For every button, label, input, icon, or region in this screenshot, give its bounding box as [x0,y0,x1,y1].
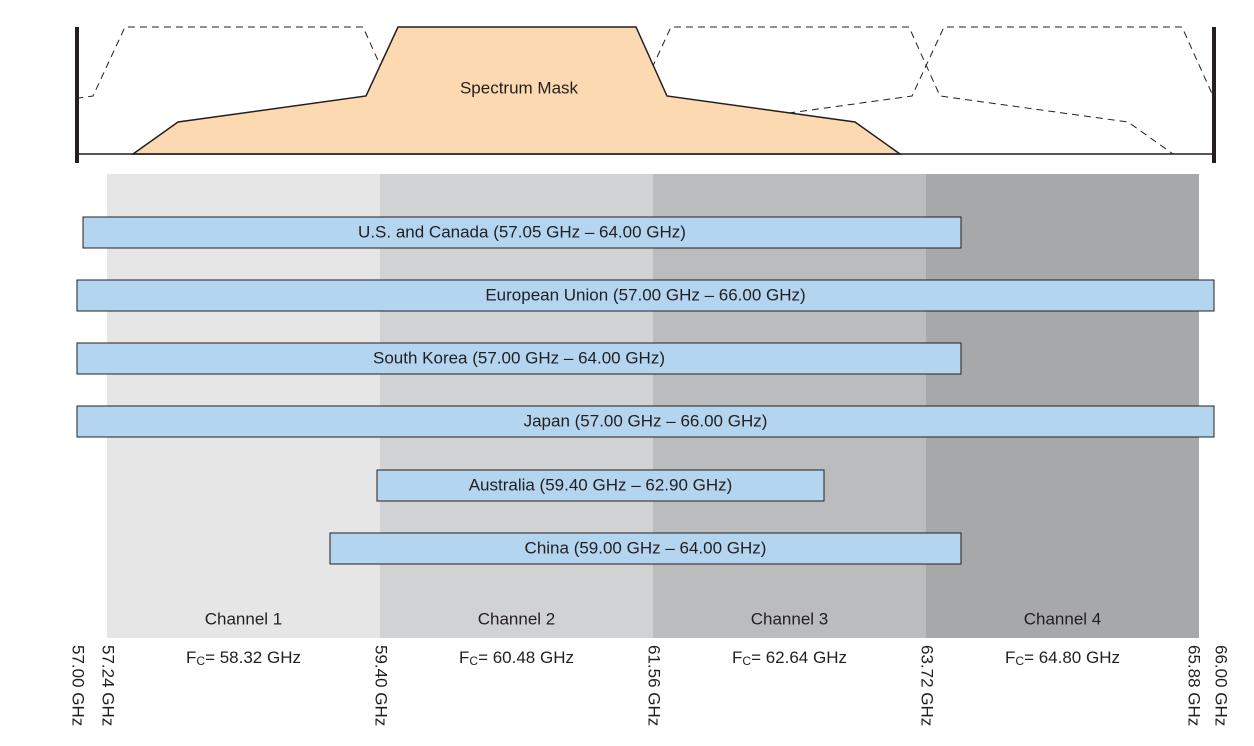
fc-label: FC= 60.48 GHz [459,648,574,668]
channel-name: Channel 1 [205,609,283,628]
fc-symbol: F [732,648,742,667]
frequency-mark: 57.24 GHz [99,645,118,726]
spectrum-mask [130,26,903,155]
region-label: Japan (57.00 GHz – 66.00 GHz) [524,411,768,430]
channel-name: Channel 3 [751,609,829,628]
fc-symbol: F [186,648,196,667]
region-bar [76,279,1215,312]
fc-value: = 60.48 GHz [478,648,574,667]
fc-subscript: C [469,654,478,668]
frequency-mark: 57.00 GHz [69,645,88,726]
region-bar [76,342,962,375]
fc-subscript: C [742,654,751,668]
region-label: China (59.00 GHz – 64.00 GHz) [525,538,767,557]
region-label: U.S. and Canada (57.05 GHz – 64.00 GHz) [358,222,686,241]
mask-label: Spectrum Mask [460,78,579,97]
fc-symbol: F [1005,648,1015,667]
fc-symbol: F [459,648,469,667]
fc-label: FC= 64.80 GHz [1005,648,1120,668]
fc-value: = 62.64 GHz [751,648,847,667]
frequency-mark: 66.00 GHz [1212,645,1231,726]
frequency-mark: 61.56 GHz [645,645,664,726]
region-bar [329,532,962,565]
frequency-mark: 63.72 GHz [918,645,937,726]
fc-label: FC= 62.64 GHz [732,648,847,668]
region-bar [376,469,825,502]
region-label: Australia (59.40 GHz – 62.90 GHz) [469,475,733,494]
fc-value: = 64.80 GHz [1024,648,1120,667]
channel-name: Channel 2 [478,609,556,628]
frequency-mark: 59.40 GHz [372,645,391,726]
region-label: European Union (57.00 GHz – 66.00 GHz) [485,285,805,304]
region-label: South Korea (57.00 GHz – 64.00 GHz) [373,348,665,367]
fc-subscript: C [1015,654,1024,668]
channel-name: Channel 4 [1024,609,1102,628]
region-bar [82,216,962,249]
fc-value: = 58.32 GHz [205,648,301,667]
fc-label: FC= 58.32 GHz [186,648,301,668]
region-bar [76,405,1215,438]
fc-subscript: C [196,654,205,668]
frequency-mark: 65.88 GHz [1185,645,1204,726]
